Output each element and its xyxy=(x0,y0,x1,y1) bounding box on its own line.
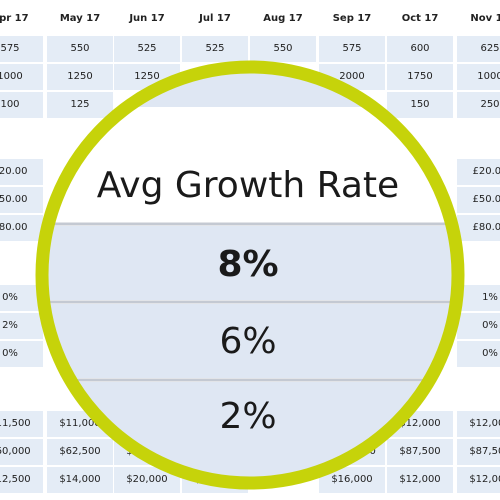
table-cell: 1250 xyxy=(47,64,113,90)
lens-band xyxy=(42,304,458,378)
table-cell: 150 xyxy=(387,92,453,118)
table-cell: $12,500 xyxy=(0,467,43,493)
column-header: May 17 xyxy=(59,13,101,24)
table-cell: 575 xyxy=(319,36,385,62)
lens-band xyxy=(42,226,458,300)
table-cell: 550 xyxy=(250,36,316,62)
table-cell: 0% xyxy=(457,313,500,339)
lens-value: 8% xyxy=(217,244,278,285)
table-cell: $62,500 xyxy=(47,439,113,465)
table-cell: 1000 xyxy=(457,64,500,90)
table-cell: 0% xyxy=(0,285,43,311)
table-cell: $11,500 xyxy=(0,411,43,437)
table-cell: 600 xyxy=(387,36,453,62)
table-cell: 1750 xyxy=(387,64,453,90)
table-cell: 525 xyxy=(114,36,180,62)
column-header: Nov 17 xyxy=(470,13,500,24)
column-header: Aug 17 xyxy=(263,13,303,24)
table-cell: $12,000 xyxy=(457,467,500,493)
table-cell: $12,000 xyxy=(457,411,500,437)
table-cell: 125 xyxy=(47,92,113,118)
column-header: Apr 17 xyxy=(0,13,29,24)
table-cell: 100 xyxy=(0,92,43,118)
lens-rim xyxy=(35,60,465,490)
table-cell: $87,500 xyxy=(387,439,453,465)
table-cell: 550 xyxy=(47,36,113,62)
table-cell: 525 xyxy=(182,36,248,62)
lens-value: 6% xyxy=(219,321,276,362)
table-cell: $60,000 xyxy=(0,439,43,465)
table-cell: $87,500 xyxy=(457,439,500,465)
table-cell: £50.00 xyxy=(457,187,500,213)
table-cell: £50.00 xyxy=(0,187,43,213)
table-cell: £20.00 xyxy=(457,159,500,185)
table-cell: 1000 xyxy=(0,64,43,90)
table-cell: 575 xyxy=(0,36,43,62)
lens-title: Avg Growth Rate xyxy=(97,165,399,206)
column-header: Oct 17 xyxy=(401,13,439,24)
table-cell: $14,000 xyxy=(47,467,113,493)
table-cell: 0% xyxy=(457,341,500,367)
column-header: Jun 17 xyxy=(129,13,165,24)
column-header: Sep 17 xyxy=(332,13,372,24)
table-cell: 2% xyxy=(0,313,43,339)
table-cell: 0% xyxy=(0,341,43,367)
table-cell: 1% xyxy=(457,285,500,311)
table-cell: $12,000 xyxy=(387,467,453,493)
lens-value: 2% xyxy=(219,396,276,437)
table-cell: £80.00 xyxy=(0,215,43,241)
table-cell: £20.00 xyxy=(0,159,43,185)
table-cell: £80.00 xyxy=(457,215,500,241)
table-cell: 625 xyxy=(457,36,500,62)
column-header: Jul 17 xyxy=(199,13,231,24)
table-cell: 250 xyxy=(457,92,500,118)
